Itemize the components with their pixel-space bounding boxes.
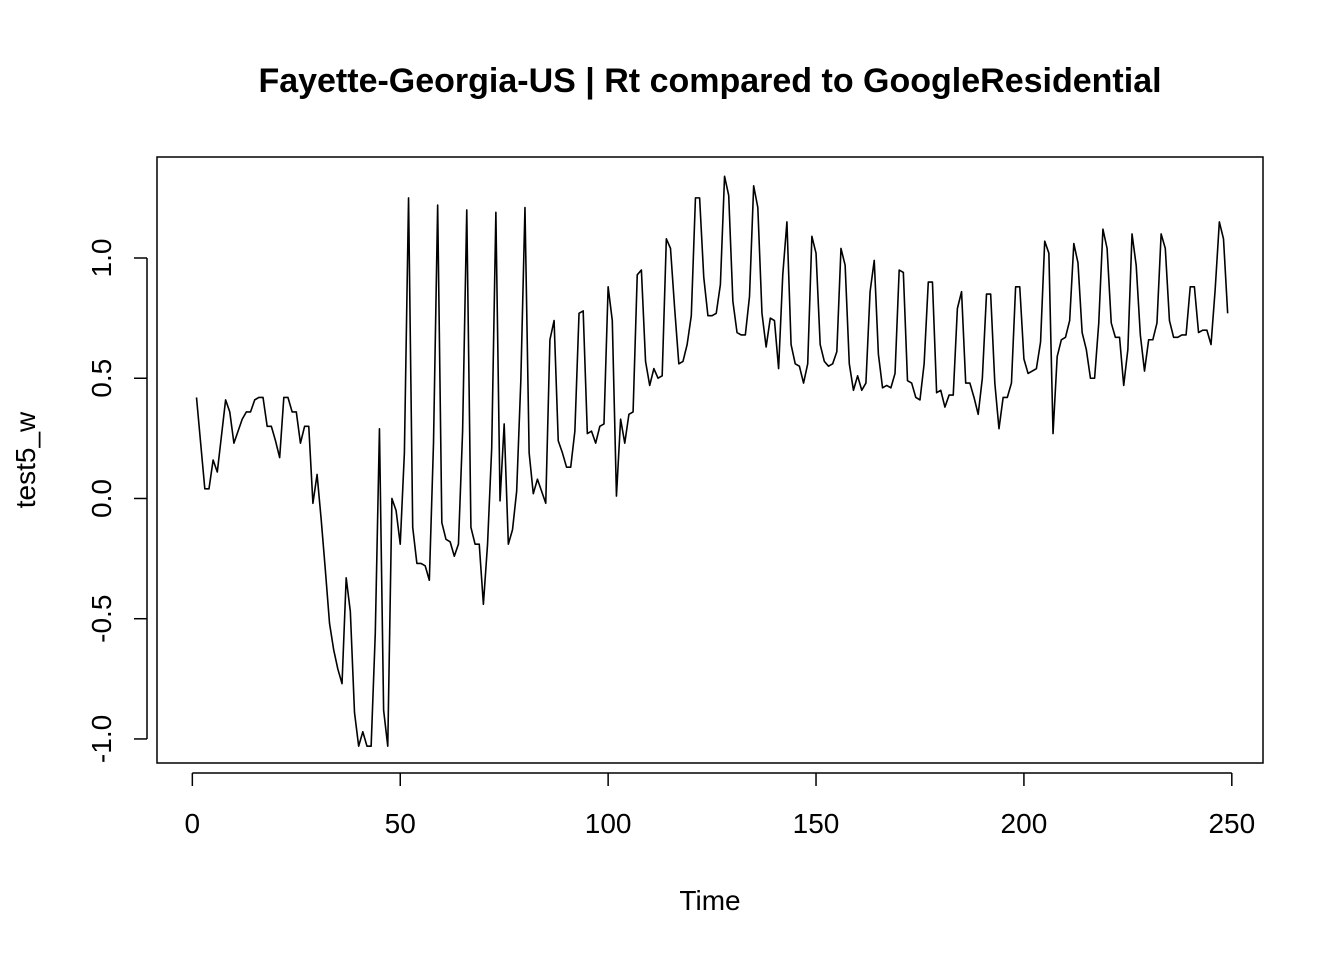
y-tick-label: 1.0: [86, 239, 117, 278]
x-axis: 0 50 100 150 200 250: [185, 772, 1255, 839]
x-tick-label: 0: [185, 808, 201, 839]
y-axis: -1.0 -0.5 0.0 0.5 1.0: [86, 239, 148, 763]
x-tick-label: 50: [385, 808, 416, 839]
y-tick-label: -1.0: [86, 715, 117, 763]
x-axis-label: Time: [679, 885, 740, 916]
y-tick-label: -0.5: [86, 595, 117, 643]
x-tick-label: 100: [585, 808, 632, 839]
plot-frame: [156, 156, 1264, 764]
chart-title: Fayette-Georgia-US | Rt compared to Goog…: [258, 62, 1161, 100]
x-tick-label: 150: [793, 808, 840, 839]
series-line: [195, 175, 1229, 747]
x-tick-label: 250: [1208, 808, 1255, 839]
y-tick-label: 0.0: [86, 479, 117, 518]
y-axis-label: test5_w: [10, 411, 41, 508]
x-tick-label: 200: [1001, 808, 1048, 839]
y-tick-label: 0.5: [86, 359, 117, 398]
